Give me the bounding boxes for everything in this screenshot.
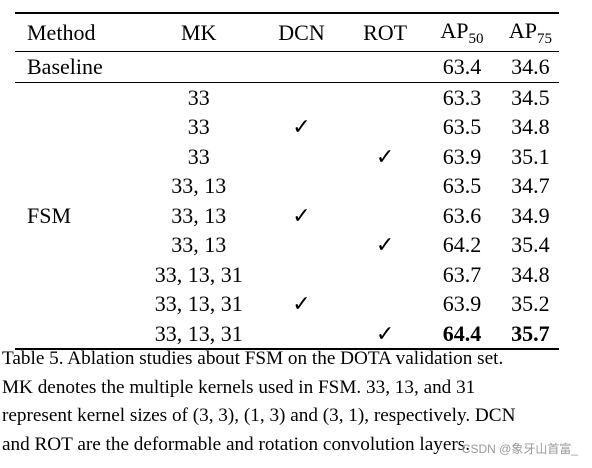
caption-line: Table 5. Ablation studies about FSM on t… (2, 348, 504, 369)
header-ap50: AP50 (422, 13, 502, 52)
row-mk: 33, 13 (171, 173, 227, 198)
table-caption: Table 5. Ablation studies about FSM on t… (2, 345, 589, 459)
row-mk: 33 (187, 114, 210, 139)
row-rot (348, 112, 422, 142)
table-row: 33 ✓ 63.5 34.8 (15, 112, 559, 142)
row-mk: 33, 13 (171, 232, 227, 257)
row-dcn (255, 230, 348, 260)
row-mk: 33 (187, 84, 210, 110)
header-rot: ROT (363, 20, 408, 45)
row-ap75: 34.7 (511, 173, 550, 198)
header-ap75: AP75 (502, 13, 559, 52)
header-ap75-text: AP (508, 18, 537, 43)
row-ap50: 63.7 (442, 261, 482, 287)
row-dcn: ✓ (292, 291, 311, 316)
row-ap75: 34.8 (511, 261, 550, 287)
caption-line: MK denotes the multiple kernels used in … (2, 376, 476, 398)
row-ap50: 63.5 (442, 114, 482, 139)
row-mk: 33, 13, 31 (154, 291, 243, 316)
baseline-rot (348, 52, 422, 83)
row-ap50: 63.9 (442, 143, 482, 169)
row-ap50: 63.9 (442, 291, 482, 316)
header-dcn: DCN (278, 20, 325, 45)
row-mk: 33, 13, 31 (154, 261, 243, 287)
table-row: FSM 33 63.3 34.5 (15, 82, 559, 228)
row-rot (348, 260, 422, 290)
watermark: CSDN @象牙山首富_ (461, 442, 578, 456)
row-ap75: 35.4 (511, 232, 550, 257)
table-row: 33, 13, 31 ✓ 63.9 35.2 (15, 289, 559, 319)
table-row: 33 ✓ 63.9 35.1 (15, 142, 559, 172)
row-rot (348, 289, 422, 319)
row-rot (348, 82, 422, 112)
row-rot (348, 201, 422, 231)
header-method: Method (27, 20, 96, 45)
ablation-table: Method MK DCN ROT AP50 AP75 Baseline 63.… (15, 12, 559, 350)
header-ap50-subscript: 50 (468, 31, 484, 47)
row-ap50: 63.6 (442, 202, 482, 228)
row-ap50: 63.3 (442, 84, 482, 110)
baseline-method: Baseline (27, 54, 103, 79)
row-mk: 33 (187, 143, 210, 169)
baseline-dcn (255, 52, 348, 83)
baseline-ap50: 63.4 (442, 54, 482, 79)
table-row: 33, 13, 31 ✓ 64.4 35.7 (15, 319, 559, 349)
fsm-group-label: FSM (27, 202, 72, 228)
header-row: Method MK DCN ROT AP50 AP75 (15, 13, 559, 52)
row-rot: ✓ (375, 143, 395, 169)
row-rot: ✓ (375, 232, 395, 257)
baseline-mk (143, 52, 255, 83)
table-row: 33, 13 ✓ 63.6 34.9 (15, 201, 559, 231)
table-row: 33, 13 63.5 34.7 (15, 171, 559, 201)
row-ap75: 34.9 (511, 202, 550, 228)
row-rot: ✓ (375, 320, 395, 346)
row-ap50-best: 64.4 (442, 320, 482, 346)
row-ap75: 35.1 (511, 143, 550, 169)
row-mk: 33, 13, 31 (154, 320, 243, 346)
caption-line: and ROT are the deformable and rotation … (2, 433, 470, 455)
row-dcn: ✓ (292, 114, 311, 139)
row-dcn: ✓ (292, 202, 311, 228)
table-row: 33, 13 ✓ 64.2 35.4 (15, 230, 559, 260)
caption-line: represent kernel sizes of (3, 3), (1, 3)… (2, 405, 516, 426)
row-ap75: 35.2 (511, 291, 550, 316)
row-ap75: 34.8 (511, 114, 550, 139)
header-ap75-subscript: 75 (536, 31, 552, 47)
table-row: 33, 13, 31 63.7 34.8 (15, 260, 559, 290)
baseline-ap75: 34.6 (511, 54, 550, 79)
row-mk: 33, 13 (171, 202, 227, 228)
row-dcn (255, 171, 348, 201)
row-ap75-best: 35.7 (511, 320, 550, 346)
row-ap50: 64.2 (442, 232, 482, 257)
row-rot (348, 171, 422, 201)
header-mk: MK (181, 20, 217, 45)
row-ap75: 34.5 (511, 84, 550, 110)
baseline-row: Baseline 63.4 34.6 (15, 52, 559, 83)
row-ap50: 63.5 (442, 173, 482, 198)
row-dcn (255, 260, 348, 290)
header-ap50-text: AP (440, 18, 469, 43)
row-dcn (255, 82, 348, 112)
row-dcn (255, 142, 348, 172)
